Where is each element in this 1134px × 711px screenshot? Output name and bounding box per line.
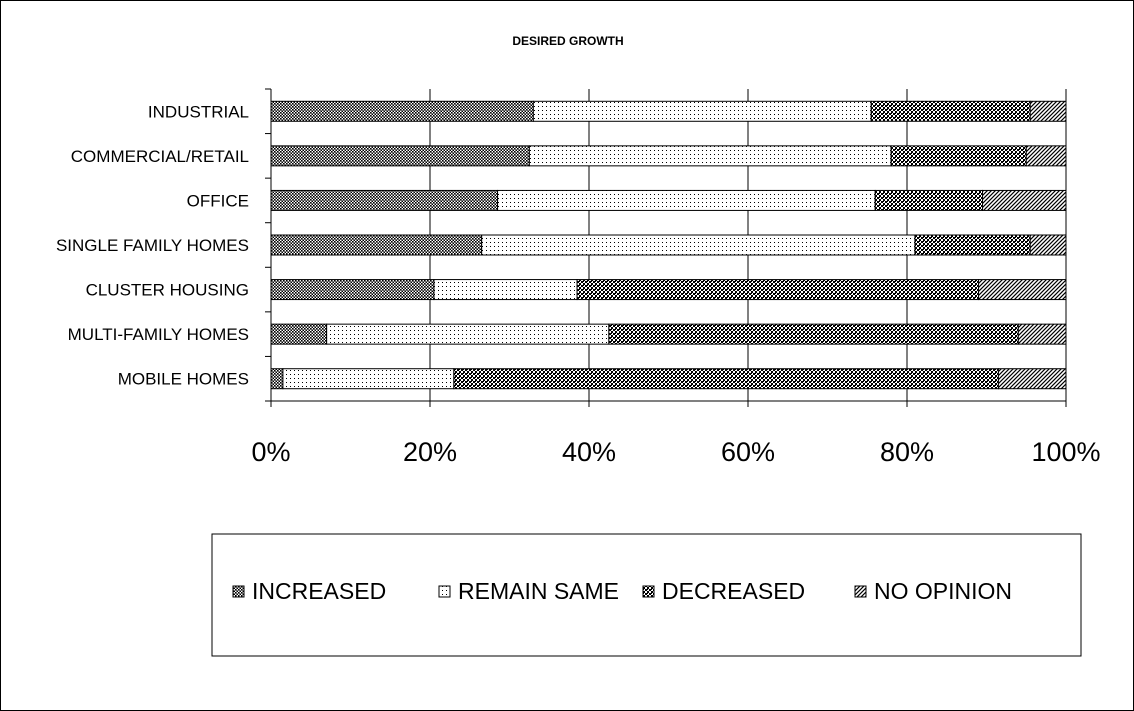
bar-segment — [1025, 145, 1067, 167]
x-tick-label: 80% — [880, 437, 934, 467]
bar-segment — [270, 368, 284, 390]
bar-segment — [497, 189, 876, 211]
x-tick-label: 100% — [1031, 437, 1100, 467]
bar-segment — [481, 234, 916, 256]
bar-segment — [874, 189, 984, 211]
x-tick-label: 60% — [721, 437, 775, 467]
legend-swatch — [854, 585, 867, 598]
legend-swatch — [438, 585, 451, 598]
legend-label: DECREASED — [662, 578, 805, 604]
bar-segment — [1029, 234, 1067, 256]
legend-label: REMAIN SAME — [458, 578, 619, 604]
bar-segment — [997, 368, 1067, 390]
bar-segment — [870, 100, 1031, 122]
chart-title: DESIRED GROWTH — [512, 34, 623, 48]
tick-labels: 0% 20% 40% 60% 80% 100% — [251, 437, 1100, 467]
axis-layer — [265, 88, 1067, 407]
category-label: COMMERCIAL/RETAIL — [71, 147, 249, 166]
category-labels: INDUSTRIAL COMMERCIAL/RETAIL OFFICE SINGLE … — [56, 102, 249, 388]
legend-swatch — [232, 585, 245, 598]
legend-swatch — [642, 585, 655, 598]
bar-segment — [528, 145, 892, 167]
x-tick-label: 40% — [562, 437, 616, 467]
legend-label: INCREASED — [252, 578, 386, 604]
bar-segment — [978, 279, 1067, 301]
bar-segment — [270, 279, 435, 301]
bar-segment — [270, 234, 483, 256]
category-label: OFFICE — [187, 191, 249, 210]
category-label: CLUSTER HOUSING — [86, 281, 249, 300]
x-tick-label: 20% — [403, 437, 457, 467]
bar-segment — [433, 279, 578, 301]
x-tick-label: 0% — [251, 437, 290, 467]
bars-layer — [270, 100, 1067, 390]
bar-segment — [1029, 100, 1067, 122]
bar-segment — [1017, 323, 1067, 345]
bar-segment — [326, 323, 610, 345]
bar-segment — [270, 189, 499, 211]
bar-segment — [576, 279, 980, 301]
bar-segment — [270, 145, 530, 167]
bar-segment — [982, 189, 1067, 211]
legend-label: NO OPINION — [874, 578, 1012, 604]
bar-segment — [282, 368, 455, 390]
legend-items: INCREASED REMAIN SAME DECREASED NO OPINION — [232, 578, 1012, 604]
bar-segment — [914, 234, 1031, 256]
bar-segment — [270, 100, 534, 122]
bar-segment — [890, 145, 1027, 167]
category-label: MULTI-FAMILY HOMES — [68, 325, 249, 344]
category-label: INDUSTRIAL — [148, 102, 249, 121]
bar-segment — [608, 323, 1019, 345]
bar-segment — [532, 100, 872, 122]
bar-segment — [270, 323, 328, 345]
legend: INCREASED REMAIN SAME DECREASED NO OPINION — [211, 533, 1082, 657]
category-label: MOBILE HOMES — [118, 370, 249, 389]
category-label: SINGLE FAMILY HOMES — [56, 236, 249, 255]
bar-segment — [453, 368, 999, 390]
